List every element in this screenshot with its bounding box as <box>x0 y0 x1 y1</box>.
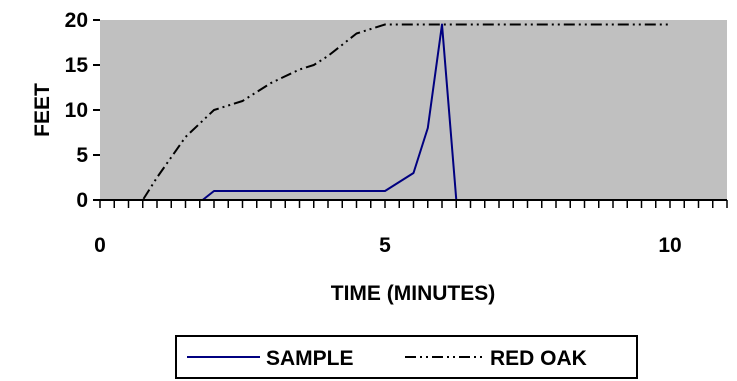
y-tick-label: 0 <box>76 189 88 212</box>
y-axis-title: FEET <box>31 83 54 137</box>
y-tick-label: 20 <box>65 9 88 32</box>
series-line-red-oak <box>117 23 670 201</box>
series-layer <box>117 23 670 201</box>
y-tick-label: 15 <box>65 54 89 77</box>
legend-label: SAMPLE <box>266 347 354 370</box>
legend: SAMPLE RED OAK <box>175 335 638 379</box>
x-tick-labels: 0 5 10 <box>94 234 682 257</box>
legend-label: RED OAK <box>490 347 587 370</box>
x-tick-label: 10 <box>658 234 681 257</box>
x-axis-ticks <box>99 200 728 208</box>
y-tick-labels: 0 5 10 15 20 <box>65 9 89 212</box>
y-axis-ticks <box>93 19 100 201</box>
x-tick-label: 0 <box>94 234 106 257</box>
series-line-sample <box>117 23 458 201</box>
x-axis-title: TIME (MINUTES) <box>331 282 495 305</box>
y-tick-label: 10 <box>65 99 88 122</box>
y-tick-label: 5 <box>76 144 88 167</box>
x-tick-label: 5 <box>379 234 391 257</box>
